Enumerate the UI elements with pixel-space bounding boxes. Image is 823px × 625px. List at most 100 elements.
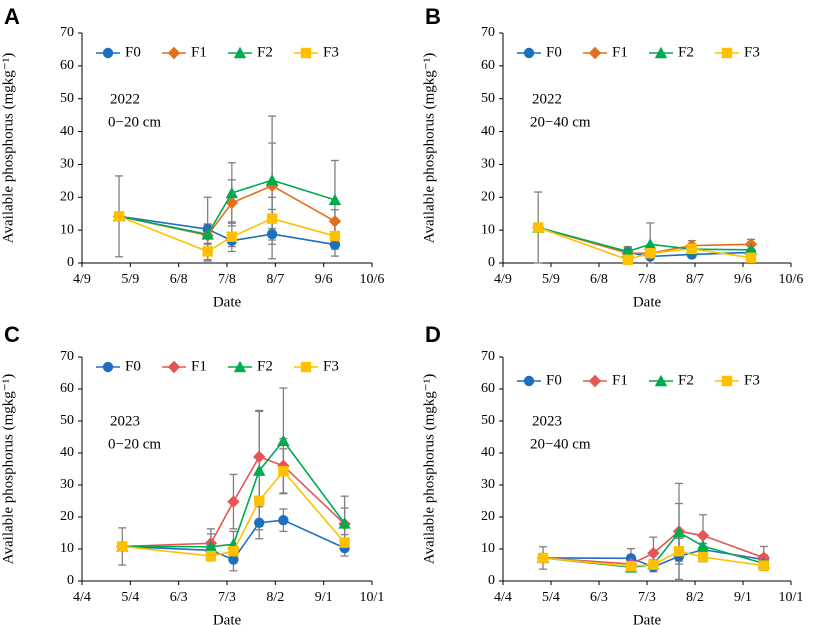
x-axis-title: Date [633, 294, 662, 310]
series-line-f3 [122, 469, 346, 557]
data-point-f0 [228, 554, 239, 565]
y-tick-label: 10 [60, 541, 74, 556]
chart-panel-b: B 0 10 20 30 40 50 60 70 4/9 5/9 6/8 7/8 8/7 9/6 10/6 Da… [421, 4, 803, 311]
legend-label-f2: F2 [678, 44, 694, 60]
y-tick-label: 40 [60, 124, 74, 139]
panel-label: C [4, 322, 20, 347]
series-f0 [113, 211, 341, 250]
data-point-f2 [277, 434, 290, 447]
legend-marker-f0 [102, 47, 114, 59]
legend: F0 F1 F2 F3 [96, 358, 339, 374]
x-tick-label: 5/4 [121, 590, 139, 605]
x-tick-label: 4/4 [494, 590, 512, 605]
y-tick-label: 20 [60, 509, 74, 524]
legend-label-f2: F2 [257, 358, 273, 374]
data-point-f3 [113, 211, 125, 222]
y-tick-label: 50 [481, 91, 495, 106]
data-point-f3 [645, 247, 656, 259]
x-tick-label: 8/7 [686, 272, 704, 287]
y-tick-label: 50 [60, 413, 74, 428]
y-tick-label: 10 [60, 222, 74, 237]
x-tick-label: 9/1 [734, 590, 752, 605]
series-f3 [113, 211, 341, 257]
legend-label-f3: F3 [323, 44, 339, 60]
panel-label: A [4, 4, 20, 29]
legend-marker-f2 [233, 360, 247, 373]
panel-label: D [425, 322, 441, 347]
x-tick-label: 6/8 [170, 272, 188, 287]
series-line-f0 [542, 548, 764, 568]
data-point-f3 [329, 230, 341, 242]
y-tick-label: 0 [488, 255, 495, 270]
series-f2 [532, 221, 758, 257]
y-tick-label: 70 [481, 349, 495, 364]
data-point-f3 [226, 231, 238, 242]
y-tick-label: 30 [60, 157, 74, 172]
data-point-f3 [266, 213, 278, 224]
legend-label-f2: F2 [257, 44, 273, 60]
legend-marker-f1 [167, 360, 181, 374]
legend-label-f1: F1 [191, 44, 207, 60]
series-line-f0 [122, 519, 345, 561]
legend-marker-f2 [654, 46, 668, 59]
y-axis-title: Available phosphorus (mgkg⁻¹) [0, 53, 16, 243]
year-annotation: 2022 [532, 91, 562, 107]
x-tick-label: 4/9 [73, 272, 91, 287]
data-point-f1 [328, 215, 342, 228]
x-tick-label: 4/9 [494, 272, 512, 287]
legend-marker-f0 [102, 361, 114, 373]
data-point-f3 [537, 552, 549, 564]
data-point-f1 [225, 196, 239, 210]
y-tick-label: 60 [481, 381, 495, 396]
legend-label-f1: F1 [612, 372, 628, 388]
series-line-f0 [537, 226, 752, 258]
data-point-f3 [228, 546, 239, 557]
data-point-f3 [117, 541, 128, 552]
y-tick-label: 10 [481, 222, 495, 237]
legend-marker-f1 [588, 46, 602, 60]
data-point-f0 [278, 515, 289, 526]
x-tick-label: 7/8 [218, 272, 236, 287]
legend: F0 F1 F2 F3 [517, 372, 760, 388]
series-line-f3 [542, 550, 764, 568]
x-tick-label: 10/6 [360, 272, 385, 287]
y-tick-label: 40 [481, 445, 495, 460]
depth-annotation: 20−40 cm [530, 436, 591, 452]
x-tick-label: 4/4 [73, 590, 91, 605]
legend-marker-f2 [654, 374, 668, 387]
legend-marker-f3 [300, 47, 312, 59]
y-tick-label: 40 [60, 445, 74, 460]
legend-label-f3: F3 [323, 358, 339, 374]
series-line-f2 [122, 439, 346, 548]
series-f3 [117, 466, 350, 562]
series-f2 [112, 174, 342, 240]
data-point-f2 [744, 243, 758, 256]
data-point-f2 [338, 517, 351, 529]
y-tick-label: 50 [481, 413, 495, 428]
data-point-f3 [533, 222, 544, 233]
legend-marker-f1 [588, 374, 602, 388]
series-line-f1 [122, 455, 346, 548]
x-tick-label: 7/3 [218, 590, 236, 605]
data-point-f2 [644, 238, 657, 250]
legend: F0 F1 F2 F3 [517, 44, 760, 60]
data-point-f0 [254, 517, 265, 528]
legend-marker-f0 [523, 375, 535, 387]
x-tick-label: 9/6 [315, 272, 333, 287]
data-point-f2 [225, 186, 239, 199]
legend-marker-f2 [233, 46, 247, 59]
y-tick-label: 60 [60, 381, 74, 396]
x-tick-label: 10/6 [779, 272, 804, 287]
legend-label-f3: F3 [744, 372, 760, 388]
legend-marker-f3 [300, 361, 312, 373]
y-tick-label: 30 [481, 477, 495, 492]
series-line-f1 [542, 530, 765, 565]
data-point-f3 [648, 559, 659, 570]
data-point-f2 [672, 526, 686, 538]
data-point-f3 [686, 243, 697, 255]
depth-annotation: 0−20 cm [108, 114, 161, 130]
x-tick-label: 10/1 [360, 590, 385, 605]
legend-label-f2: F2 [678, 372, 694, 388]
series-line-f3 [537, 226, 752, 261]
data-point-f2 [201, 228, 214, 240]
